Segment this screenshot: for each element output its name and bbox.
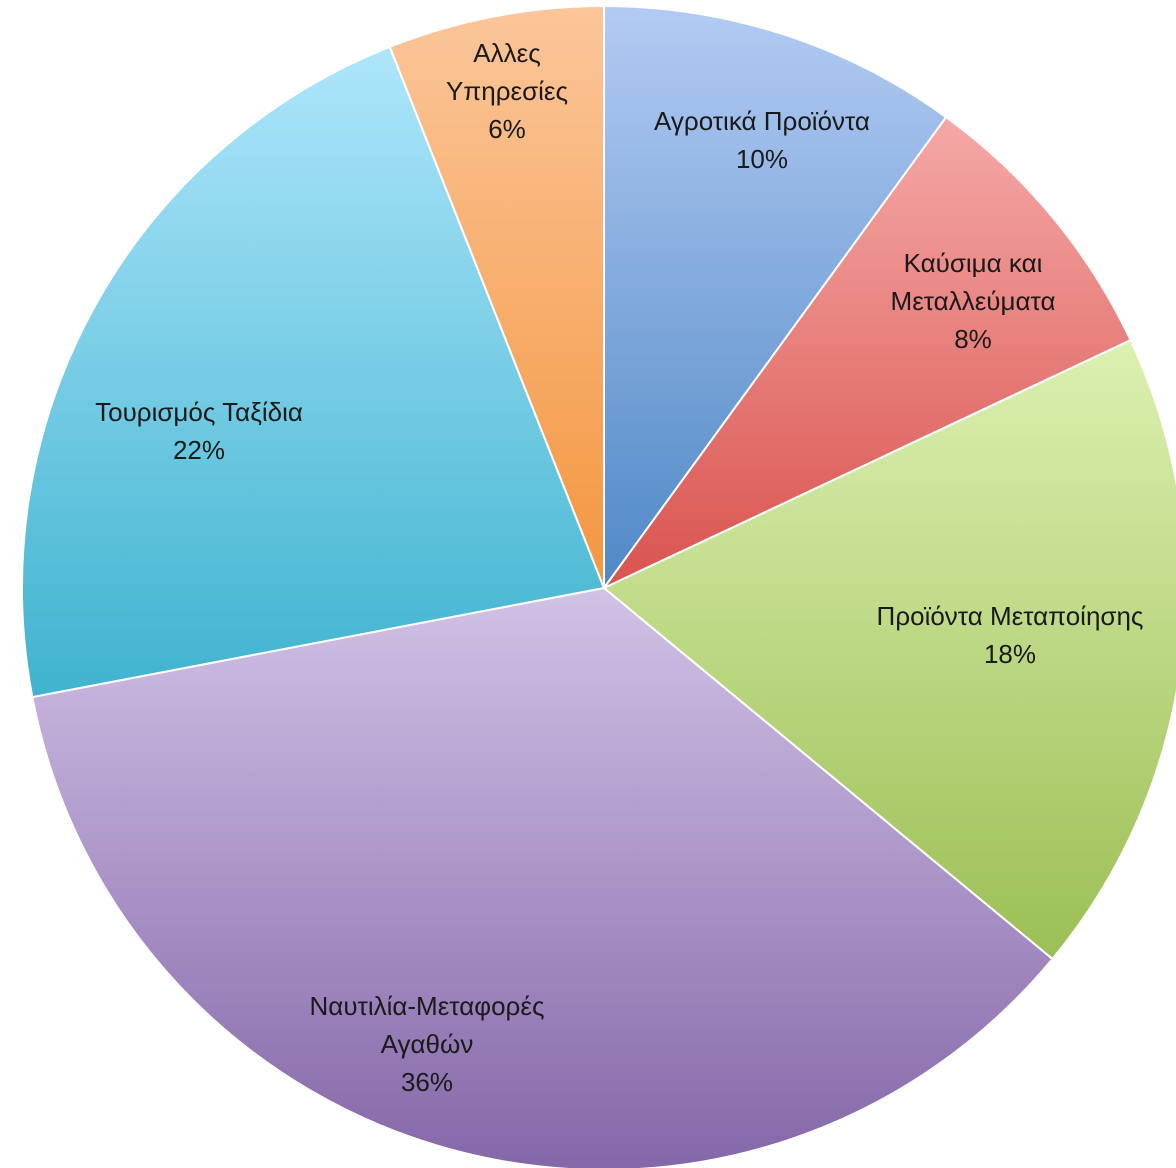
labels-group: Αγροτικά Προϊόντα 10% Καύσιμα και Μεταλλεύμ…	[95, 38, 1143, 1097]
pie-slice	[602, 338, 1176, 961]
slice-percent: 18%	[984, 639, 1036, 669]
slice-name: Αγαθών	[381, 1029, 474, 1059]
slice-name: Αγροτικά Προϊόντα	[654, 106, 870, 136]
pie-slice	[388, 4, 605, 589]
slice-label: Τουρισμός Ταξίδια 22%	[95, 397, 303, 465]
slice-name: Αλλες	[473, 38, 540, 68]
slice-percent: 8%	[954, 324, 992, 354]
slice-percent: 6%	[488, 114, 526, 144]
slice-name: Τουρισμός Ταξίδια	[95, 397, 303, 427]
pie-slice	[31, 586, 1054, 1168]
slice-label: Ναυτιλία-Μεταφορές Αγαθών 36%	[310, 991, 545, 1097]
pie-slice	[603, 115, 1132, 589]
slice-label: Αλλες Υπηρεσίες 6%	[446, 38, 568, 144]
slices-group	[21, 4, 1176, 1168]
slice-name: Προϊόντα Μεταποίησης	[877, 601, 1144, 631]
slice-name: Υπηρεσίες	[446, 76, 568, 106]
pie-slice	[21, 45, 606, 699]
slice-label: Αγροτικά Προϊόντα 10%	[654, 106, 870, 174]
slice-name: Καύσιμα και	[904, 248, 1043, 278]
slice-percent: 10%	[736, 144, 788, 174]
slice-percent: 22%	[173, 435, 225, 465]
slice-name: Μεταλλεύματα	[891, 286, 1056, 316]
slice-label: Προϊόντα Μεταποίησης 18%	[877, 601, 1144, 669]
pie-slice	[603, 4, 948, 592]
slice-name: Ναυτιλία-Μεταφορές	[310, 991, 545, 1021]
slice-label: Καύσιμα και Μεταλλεύματα 8%	[891, 248, 1056, 354]
slice-percent: 36%	[401, 1067, 453, 1097]
